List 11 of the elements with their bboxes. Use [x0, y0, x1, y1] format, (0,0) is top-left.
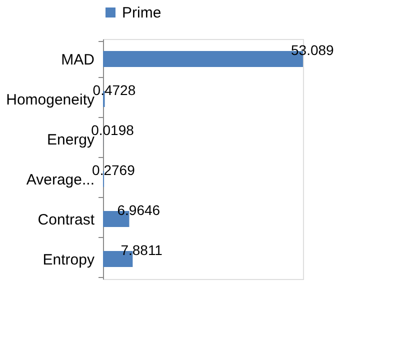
data-label: 6.9646	[117, 202, 160, 218]
y-tick-label: MAD	[61, 52, 95, 68]
data-label: 0.4728	[92, 82, 136, 98]
y-tick-label: Entropy	[42, 252, 95, 268]
data-label: 53.089	[291, 42, 334, 58]
data-label: 7.8811	[120, 242, 163, 258]
legend-label: Prime	[122, 4, 162, 22]
y-tick-label: Homogeneity	[6, 92, 95, 108]
y-tick-label: Contrast	[38, 212, 96, 228]
data-label: 0.0198	[91, 122, 134, 138]
data-label: 0.2769	[92, 162, 136, 178]
